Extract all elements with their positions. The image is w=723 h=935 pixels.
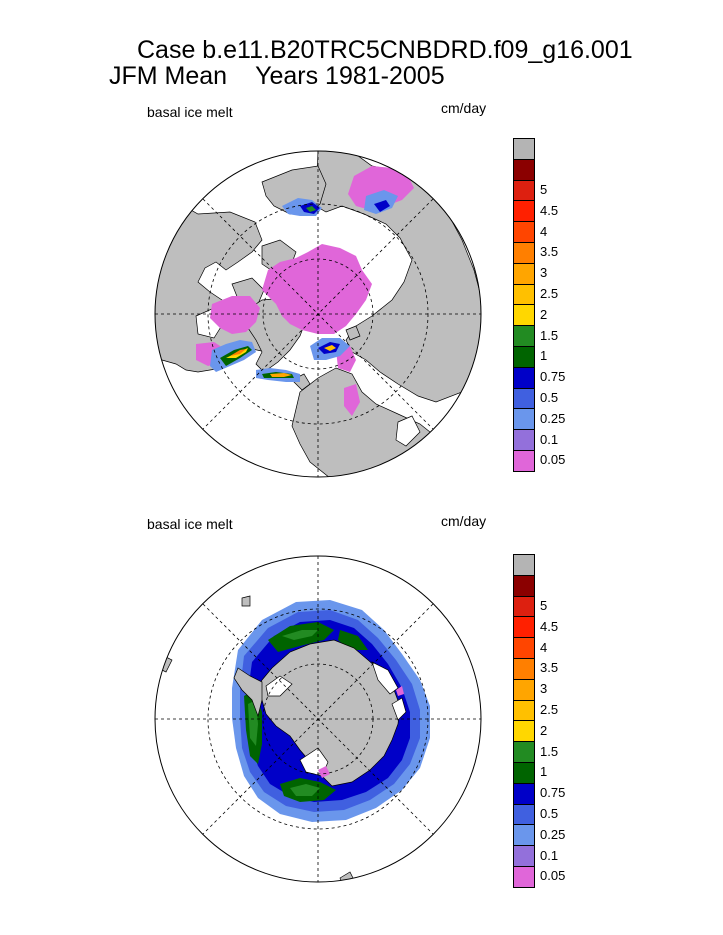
colorbar-tick-label: 1	[540, 764, 548, 780]
colorbar-tick-label: 0.5	[540, 390, 559, 405]
colorbar-tick-label: 0.75	[540, 785, 566, 801]
south-graticule	[155, 556, 481, 882]
colorbar-swatch	[513, 138, 535, 160]
colorbar-tick-label: 1.5	[540, 327, 559, 343]
east-siberian-melt-0.05	[348, 166, 414, 210]
barents-sea-melt-1.5	[324, 345, 336, 351]
colorbar-tick-label: 0.75	[540, 369, 566, 385]
baltic-water	[395, 415, 421, 447]
colorbar-swatch	[513, 200, 535, 223]
north-polar-map	[155, 151, 481, 477]
colorbar-tick-label: 0.25	[540, 826, 566, 842]
colorbar-swatch	[513, 845, 535, 867]
colorbar-tick-label: 4	[540, 639, 548, 655]
okhotsk-melt-0.5	[374, 200, 390, 212]
colorbar-tick-label: 5	[540, 598, 548, 613]
colorbar-swatch	[513, 782, 535, 805]
colorbar-tick-label: 0.1	[540, 431, 559, 447]
colorbar-tick-label: 4.5	[540, 202, 559, 218]
colorbar-tick-label: 0.5	[540, 806, 559, 821]
north-units-label: cm/day	[441, 100, 487, 116]
colorbar-swatch	[513, 554, 535, 576]
south-polar-map	[155, 556, 481, 882]
colorbar-swatch	[513, 429, 535, 451]
greenland-sea-melt-2.5	[270, 373, 292, 377]
south-map-border	[154, 555, 482, 883]
colorbar-swatch	[513, 803, 535, 826]
colorbar-swatch	[513, 637, 535, 659]
colorbar-swatch	[513, 678, 535, 701]
subantarctic-island-land	[241, 595, 251, 607]
south-colorbar: 0.05 0.1 0.25 0.5 0.75 1 1.5 2 2.5 3 3.5 4 4.5 5	[513, 554, 565, 888]
north-panel-label: basal ice melt	[147, 104, 233, 120]
colorbar-swatch	[513, 720, 535, 743]
years-label: Years 1981-2005	[255, 62, 445, 90]
colorbar-tick-label: 0.25	[540, 410, 566, 426]
coastal-polynya-0.05	[318, 766, 330, 778]
colorbar-swatch	[513, 366, 535, 389]
bellingshausen-melt-1	[248, 700, 258, 746]
colorbar-swatch	[513, 262, 535, 285]
colorbar-swatch	[513, 408, 535, 431]
labrador-sea-melt-3	[230, 349, 246, 356]
colorbar-swatch	[513, 699, 535, 722]
colorbar-tick-label: 0.05	[540, 868, 566, 884]
colorbar-swatch	[513, 762, 535, 784]
colorbar-swatch	[513, 387, 535, 410]
colorbar-swatch	[513, 658, 535, 680]
colorbar-swatch	[513, 325, 535, 347]
coastal-polynya-east-0.05	[396, 686, 404, 696]
antarctic-peninsula-land	[233, 667, 263, 718]
colorbar-tick-label: 5	[540, 182, 548, 197]
north-map-border	[154, 150, 482, 478]
colorbar-swatch	[513, 741, 535, 763]
colorbar-swatch	[513, 616, 535, 639]
chukchi-melt-1	[306, 206, 316, 212]
svalbard-land	[345, 325, 361, 341]
colorbar-swatch	[513, 866, 535, 888]
colorbar-tick-label: 3	[540, 265, 548, 281]
colorbar-tick-label: 2	[540, 722, 548, 738]
colorbar-tick-label: 2.5	[540, 286, 559, 301]
east-antarctic-coast-shelf	[371, 661, 399, 695]
weddell-sea-melt-1	[290, 784, 320, 796]
colorbar-tick-label: 3.5	[540, 660, 559, 676]
colorbar-tick-label: 0.05	[540, 452, 566, 468]
colorbar-swatch	[513, 346, 535, 368]
colorbar-swatch	[513, 595, 535, 618]
colorbar-swatch	[513, 304, 535, 327]
colorbar-tick-label: 4	[540, 223, 548, 239]
figure-title-line-2: JFM Mean Years 1981-2005	[109, 62, 445, 91]
figure-title-line-1: Case b.e11.B20TRC5CNBDRD.f09_g16.001	[137, 36, 633, 64]
barents-melt-0.05	[344, 384, 360, 416]
colorbar-tick-label: 1	[540, 348, 548, 364]
colorbar-tick-label: 4.5	[540, 618, 559, 634]
colorbar-swatch	[513, 158, 535, 181]
colorbar-tick-label: 1.5	[540, 743, 559, 759]
colorbar-tick-label: 2.5	[540, 702, 559, 717]
colorbar-swatch	[513, 574, 535, 597]
north-graticule	[155, 151, 481, 477]
colorbar-tick-label: 2	[540, 306, 548, 322]
south-units-label: cm/day	[441, 513, 487, 529]
amery-ice-shelf	[391, 697, 407, 721]
ronne-ice-shelf	[265, 675, 293, 697]
baffin-bay-melt-0.05	[210, 296, 260, 334]
south-panel-label: basal ice melt	[147, 516, 233, 532]
colorbar-swatch	[513, 242, 535, 264]
colorbar-tick-label: 3	[540, 681, 548, 697]
colorbar-tick-label: 0.1	[540, 847, 559, 863]
colorbar-tick-label: 3.5	[540, 244, 559, 260]
season-label: JFM Mean	[109, 62, 228, 90]
ross-sea-melt-1	[282, 630, 318, 640]
colorbar-swatch	[513, 221, 535, 243]
north-colorbar: 0.05 0.1 0.25 0.5 0.75 1 1.5 2 2.5 3 3.5 4 4.5 5	[513, 138, 565, 472]
colorbar-swatch	[513, 179, 535, 202]
colorbar-swatch	[513, 450, 535, 472]
colorbar-swatch	[513, 824, 535, 847]
colorbar-swatch	[513, 283, 535, 306]
